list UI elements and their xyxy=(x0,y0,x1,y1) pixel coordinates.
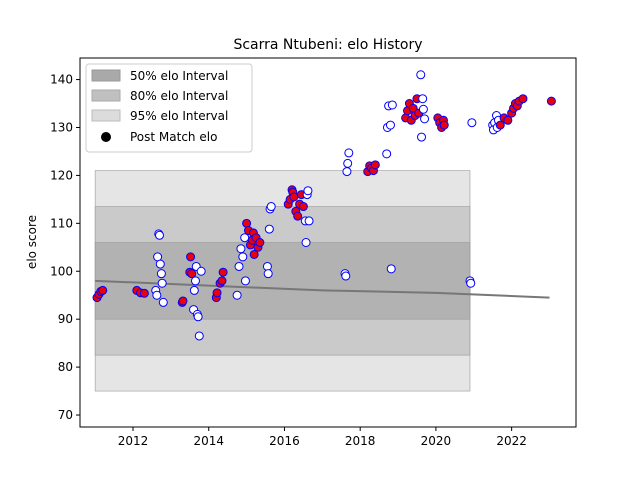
post-match-elo-point xyxy=(263,269,273,279)
post-match-elo-point xyxy=(418,94,428,104)
x-tick-label: 2022 xyxy=(496,434,527,448)
post-match-elo-point xyxy=(466,278,476,288)
post-match-elo-point xyxy=(156,269,166,279)
legend-label-95: 95% elo Interval xyxy=(130,109,228,123)
post-match-elo-point xyxy=(382,149,392,159)
post-match-elo-point xyxy=(303,186,313,196)
plot-area xyxy=(92,70,556,392)
post-match-elo-point xyxy=(238,252,248,262)
x-tick-label: 2014 xyxy=(193,434,224,448)
post-match-elo-point xyxy=(298,202,308,212)
post-match-elo-point xyxy=(212,288,222,298)
legend-frame xyxy=(85,63,253,153)
post-match-elo-point xyxy=(385,120,395,130)
post-match-elo-point xyxy=(370,160,380,170)
post-match-elo-point xyxy=(439,120,449,130)
legend-swatch-80 xyxy=(91,89,121,102)
post-match-elo-point xyxy=(301,238,311,247)
post-match-elo-point xyxy=(293,211,303,221)
post-match-elo-point xyxy=(495,120,505,130)
x-tick-label: 2018 xyxy=(345,434,376,448)
post-match-elo-point xyxy=(343,158,353,168)
data-points xyxy=(92,70,556,341)
post-match-elo-point xyxy=(98,285,108,295)
post-match-elo-point xyxy=(342,167,352,177)
post-match-elo-point xyxy=(139,288,149,298)
legend-label-50: 50% elo Interval xyxy=(130,69,228,83)
post-match-elo-point xyxy=(304,216,314,226)
post-match-elo-point xyxy=(236,244,246,254)
post-match-elo-point xyxy=(387,100,397,110)
post-match-elo-point xyxy=(420,114,430,124)
post-match-elo-point xyxy=(190,276,200,286)
legend-swatch-95 xyxy=(91,109,121,122)
y-axis-label: elo score xyxy=(25,215,39,269)
post-match-elo-point xyxy=(417,132,427,142)
chart-title: Scarra Ntubeni: elo History xyxy=(233,37,422,53)
post-match-elo-point xyxy=(155,259,165,269)
post-match-elo-point xyxy=(152,290,162,300)
post-match-elo-point xyxy=(155,230,165,240)
plot-frame xyxy=(79,57,577,428)
post-match-elo-point xyxy=(341,271,351,281)
y-tick-label: 90 xyxy=(58,312,73,326)
post-match-elo-point xyxy=(416,70,426,80)
post-match-elo-point xyxy=(193,312,203,322)
mean-elo-line xyxy=(95,279,550,299)
post-match-elo-point xyxy=(189,285,199,295)
interval-band-50 xyxy=(94,242,471,320)
legend-label-post-match: Post Match elo xyxy=(130,130,217,144)
y-tick-label: 120 xyxy=(50,168,73,182)
post-match-elo-point xyxy=(249,249,259,259)
legend-swatch-50 xyxy=(91,69,121,82)
post-match-elo-point xyxy=(344,148,354,158)
post-match-elo-point xyxy=(289,192,299,202)
y-tick-label: 70 xyxy=(58,408,73,422)
post-match-elo-point xyxy=(546,96,556,106)
interval-bands xyxy=(94,170,471,392)
x-tick-label: 2016 xyxy=(269,434,300,448)
x-tick-label: 2012 xyxy=(118,434,149,448)
y-tick-label: 80 xyxy=(58,360,73,374)
y-tick-label: 100 xyxy=(50,264,73,278)
y-tick-label: 110 xyxy=(50,216,73,230)
legend: 50% elo Interval 80% elo Interval 95% el… xyxy=(85,63,253,153)
post-match-elo-point xyxy=(518,94,528,104)
post-match-elo-point xyxy=(386,264,396,274)
post-match-elo-point xyxy=(467,118,477,128)
post-match-elo-point xyxy=(264,224,274,234)
y-axis: 70 80 90 100 110 120 130 140 xyxy=(50,73,80,422)
post-match-elo-point xyxy=(503,115,513,125)
legend-marker-post-match xyxy=(101,132,111,142)
post-match-elo-point xyxy=(234,261,244,271)
post-match-elo-point xyxy=(218,267,228,277)
post-match-elo-point xyxy=(217,276,227,286)
y-tick-label: 130 xyxy=(50,120,73,134)
post-match-elo-point xyxy=(186,252,196,262)
post-match-elo-point xyxy=(418,104,428,114)
post-match-elo-point xyxy=(158,297,168,307)
post-match-elo-point xyxy=(178,296,188,306)
post-match-elo-point xyxy=(194,331,204,341)
post-match-elo-point xyxy=(240,276,250,286)
post-match-elo-point xyxy=(266,202,276,212)
mean-lines xyxy=(95,279,550,299)
x-axis: 2012 2014 2016 2018 2020 2022 xyxy=(118,427,527,448)
post-match-elo-point xyxy=(187,269,197,279)
post-match-elo-point xyxy=(255,238,265,247)
post-match-elo-point xyxy=(157,278,167,288)
post-match-elo-point xyxy=(232,290,242,300)
post-match-elo-point xyxy=(196,266,206,276)
legend-label-80: 80% elo Interval xyxy=(130,89,228,103)
y-tick-label: 140 xyxy=(50,73,73,87)
x-tick-label: 2020 xyxy=(421,434,452,448)
